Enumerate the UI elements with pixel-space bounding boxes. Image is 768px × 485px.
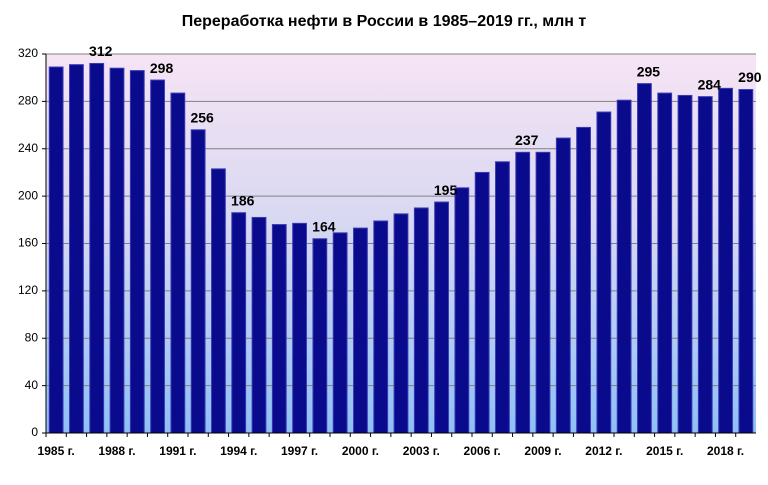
y-tick-label: 200 [18,188,38,202]
value-label: 256 [190,110,214,126]
bar [555,137,571,434]
x-tick-label: 1985 г. [38,444,75,458]
chart-title: Переработка нефти в России в 1985–2019 г… [182,13,587,30]
bar [332,232,348,434]
y-tick-label: 120 [18,283,38,297]
bar [718,87,733,434]
x-tick-label: 2012 г. [585,444,622,458]
value-label: 284 [698,76,722,92]
bar [413,207,429,434]
value-label: 295 [637,63,661,79]
bar [89,62,105,434]
bar [637,83,652,434]
bar [657,92,673,434]
bar [677,94,693,434]
x-tick-label: 1988 г. [98,444,135,458]
x-tick-label: 2000 г. [342,444,379,458]
bar [109,67,125,434]
bar [535,151,551,434]
bar [596,111,612,434]
bar [393,213,409,434]
bar [474,171,490,434]
bar [515,151,531,434]
bar [69,64,84,434]
bar [616,99,632,434]
y-tick-label: 240 [18,141,38,155]
value-label: 290 [738,69,762,85]
x-tick-label: 1997 г. [281,444,318,458]
value-label: 298 [150,60,174,76]
bar [434,201,449,434]
bar [170,92,186,434]
bar [373,220,389,434]
x-tick-label: 2009 г. [524,444,561,458]
value-label: 195 [434,182,458,198]
y-tick-label: 160 [18,236,38,250]
y-tick-label: 80 [25,330,39,344]
x-tick-label: 2015 г. [646,444,683,458]
y-tick-label: 280 [18,94,38,108]
value-label: 237 [515,132,539,148]
bar [231,212,247,434]
value-label: 164 [312,218,336,234]
bar [312,238,328,434]
y-tick-label: 40 [25,378,39,392]
y-tick-label: 0 [31,425,38,439]
bar [150,79,165,434]
value-label: 312 [89,43,113,59]
x-tick-label: 2006 г. [464,444,501,458]
bar [190,129,206,434]
bar [129,70,145,434]
value-label: 186 [231,192,255,208]
bar [271,224,287,434]
bar [251,216,267,434]
y-tick-label: 320 [18,46,38,60]
bar [576,126,591,434]
x-tick-label: 1994 г. [220,444,257,458]
x-tick-label: 2018 г. [707,444,744,458]
x-tick-label: 1991 г. [159,444,196,458]
bar [454,187,470,434]
bar [48,66,64,434]
bar [211,168,226,434]
bar [697,96,713,434]
bar [353,227,368,434]
bar [495,161,510,434]
bar [292,222,307,434]
x-tick-label: 2003 г. [403,444,440,458]
bar [738,89,754,434]
